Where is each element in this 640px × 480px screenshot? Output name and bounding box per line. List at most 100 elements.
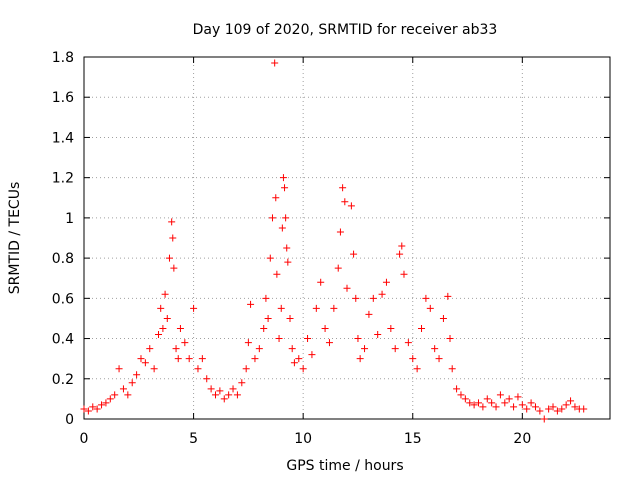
data-point bbox=[470, 401, 478, 409]
data-point bbox=[426, 304, 434, 312]
data-point bbox=[207, 385, 215, 393]
data-point bbox=[283, 244, 291, 252]
data-point bbox=[356, 355, 364, 363]
data-point bbox=[170, 264, 178, 272]
data-point bbox=[374, 331, 382, 339]
data-point bbox=[190, 304, 198, 312]
data-point bbox=[422, 294, 430, 302]
data-point bbox=[501, 399, 509, 407]
data-point bbox=[163, 314, 171, 322]
data-point bbox=[492, 403, 500, 411]
data-point bbox=[98, 401, 106, 409]
data-point bbox=[260, 325, 268, 332]
data-point bbox=[444, 292, 452, 300]
data-point bbox=[571, 403, 579, 411]
data-point bbox=[387, 325, 395, 332]
data-point bbox=[479, 403, 487, 411]
data-point bbox=[321, 325, 329, 332]
data-point bbox=[150, 365, 158, 373]
data-point bbox=[185, 355, 193, 363]
data-point bbox=[93, 405, 101, 413]
data-point bbox=[531, 403, 539, 411]
x-axis-label: GPS time / hours bbox=[286, 458, 403, 474]
x-tick-label: 10 bbox=[294, 431, 312, 447]
data-point bbox=[290, 359, 298, 367]
data-point bbox=[80, 405, 88, 413]
data-point bbox=[350, 250, 358, 258]
data-point bbox=[115, 365, 123, 373]
data-point bbox=[448, 365, 456, 373]
data-point bbox=[255, 345, 263, 353]
axis-ticks: 0 5 10 15 20 0 0.2 0.4 0.6 0.8 1 1.2 1.4 1.6 1.8 bbox=[52, 50, 610, 447]
data-point bbox=[181, 339, 189, 347]
data-point bbox=[391, 345, 399, 353]
data-point bbox=[488, 399, 496, 407]
data-point bbox=[354, 335, 362, 343]
data-point bbox=[378, 290, 386, 298]
data-point bbox=[238, 379, 246, 387]
data-point bbox=[347, 202, 355, 210]
data-point bbox=[453, 385, 461, 393]
data-point bbox=[262, 294, 270, 302]
data-point bbox=[251, 355, 259, 363]
data-point bbox=[203, 375, 211, 383]
data-point bbox=[446, 335, 454, 343]
data-point bbox=[518, 401, 526, 409]
data-point bbox=[483, 395, 491, 403]
data-point bbox=[352, 294, 360, 302]
data-point bbox=[278, 224, 286, 232]
data-point bbox=[510, 403, 518, 411]
data-point bbox=[216, 387, 224, 395]
data-point bbox=[242, 365, 250, 373]
data-point bbox=[159, 325, 167, 332]
data-point bbox=[295, 355, 303, 363]
data-point bbox=[271, 59, 279, 67]
data-point bbox=[369, 294, 377, 302]
data-point bbox=[496, 391, 504, 399]
data-point bbox=[523, 405, 531, 413]
y-tick-label: 0.6 bbox=[52, 291, 74, 307]
data-point bbox=[553, 407, 561, 415]
data-point bbox=[339, 184, 347, 192]
y-tick-label: 0.8 bbox=[52, 251, 74, 267]
data-point bbox=[536, 407, 544, 415]
data-point bbox=[146, 345, 154, 353]
data-point bbox=[244, 339, 252, 347]
data-point bbox=[155, 331, 163, 339]
data-point bbox=[198, 355, 206, 363]
y-tick-label: 0.4 bbox=[52, 332, 74, 348]
data-point bbox=[461, 395, 469, 403]
data-point bbox=[336, 228, 344, 236]
y-tick-label: 1.4 bbox=[52, 130, 74, 146]
y-axis-label: SRMTID / TECUs bbox=[7, 182, 23, 295]
data-point bbox=[330, 304, 338, 312]
plot-frame bbox=[83, 56, 611, 420]
y-tick-label: 0.2 bbox=[52, 372, 74, 388]
data-point bbox=[365, 310, 373, 318]
data-point bbox=[562, 401, 570, 409]
data-point bbox=[334, 264, 342, 272]
data-point bbox=[288, 345, 296, 353]
data-point bbox=[549, 403, 557, 411]
data-point bbox=[277, 304, 285, 312]
data-point bbox=[266, 254, 274, 262]
data-point bbox=[268, 214, 276, 222]
data-point bbox=[317, 278, 325, 286]
data-point bbox=[229, 385, 237, 393]
x-tick-label: 20 bbox=[513, 431, 531, 447]
data-point bbox=[475, 399, 482, 407]
data-points bbox=[80, 59, 588, 423]
data-point bbox=[157, 304, 165, 312]
x-tick-label: 0 bbox=[80, 431, 89, 447]
data-point bbox=[431, 345, 439, 353]
data-point bbox=[212, 391, 219, 399]
data-point bbox=[404, 339, 412, 347]
data-point bbox=[233, 391, 241, 399]
data-point bbox=[286, 314, 294, 322]
data-point bbox=[418, 325, 426, 332]
grid-lines bbox=[84, 56, 610, 419]
data-point bbox=[165, 254, 173, 262]
y-tick-label: 0 bbox=[65, 412, 74, 428]
data-point bbox=[264, 314, 272, 322]
y-tick-label: 1.6 bbox=[52, 90, 74, 106]
